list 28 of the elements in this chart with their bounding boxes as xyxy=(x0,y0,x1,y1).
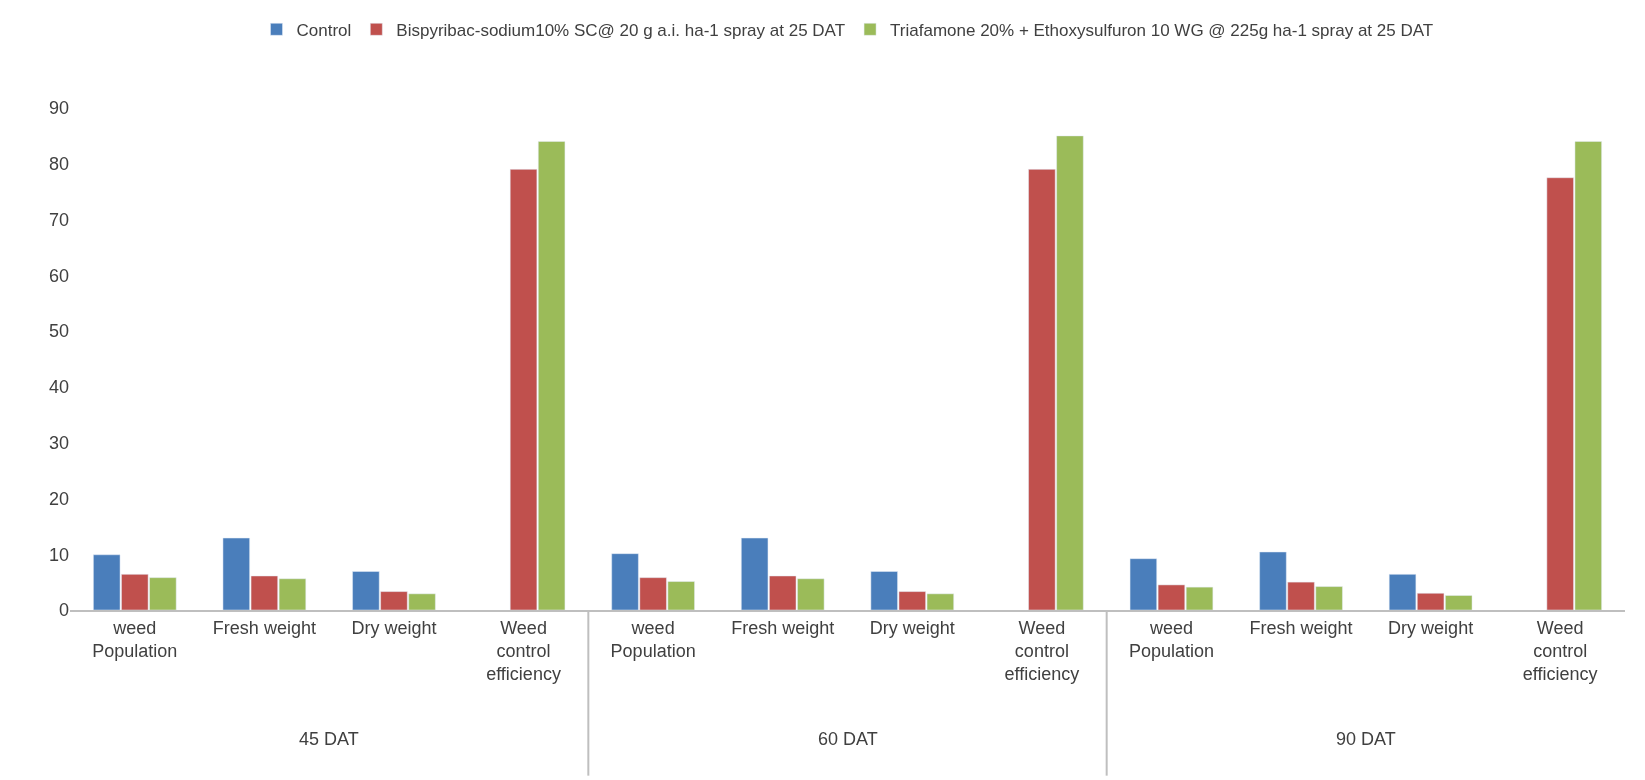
x-tick-label: Dry weight xyxy=(351,617,437,638)
x-tick-label: Dry weight xyxy=(869,617,955,638)
x-tick-label: weed Population xyxy=(92,617,178,661)
y-tick-label: 40 xyxy=(48,377,69,398)
x-tick-label: weed Population xyxy=(610,617,696,661)
y-tick-label: 80 xyxy=(48,154,69,175)
y-tick-label: 90 xyxy=(48,98,69,119)
text: 90 DAT xyxy=(1336,729,1396,749)
x-tick-label: Weed control efficiency xyxy=(1004,617,1080,685)
y-tick-label: 20 xyxy=(48,488,69,509)
x-tick-label: weed Population xyxy=(1128,617,1214,661)
x-tick-label: Fresh weight xyxy=(1249,617,1353,638)
legend-label: Bispyribac-sodium10% SC@ 20 g a.i. ha-1 spray at 25 DAT xyxy=(396,20,846,40)
x-tick-label: Fresh weight xyxy=(212,617,316,638)
y-tick-label: 50 xyxy=(48,321,69,342)
y-tick-label: 60 xyxy=(48,265,69,286)
y-tick-label: 10 xyxy=(48,544,69,565)
y-tick-label: 30 xyxy=(48,432,69,453)
legend-label: Triafamone 20% + Ethoxysulfuron 10 WG @ 225g ha-1 spray at 25 DAT xyxy=(890,20,1434,40)
legend-label: Control xyxy=(296,20,352,40)
text: 45 DAT xyxy=(299,729,359,749)
x-tick-label: Weed control efficiency xyxy=(486,617,561,685)
text: 60 DAT xyxy=(818,729,878,749)
y-tick-label: 0 xyxy=(58,600,69,621)
x-tick-label: Weed control efficiency xyxy=(1522,617,1598,685)
y-tick-label: 70 xyxy=(48,209,69,230)
x-tick-label: Dry weight xyxy=(1388,617,1474,638)
x-tick-label: Fresh weight xyxy=(731,617,835,638)
